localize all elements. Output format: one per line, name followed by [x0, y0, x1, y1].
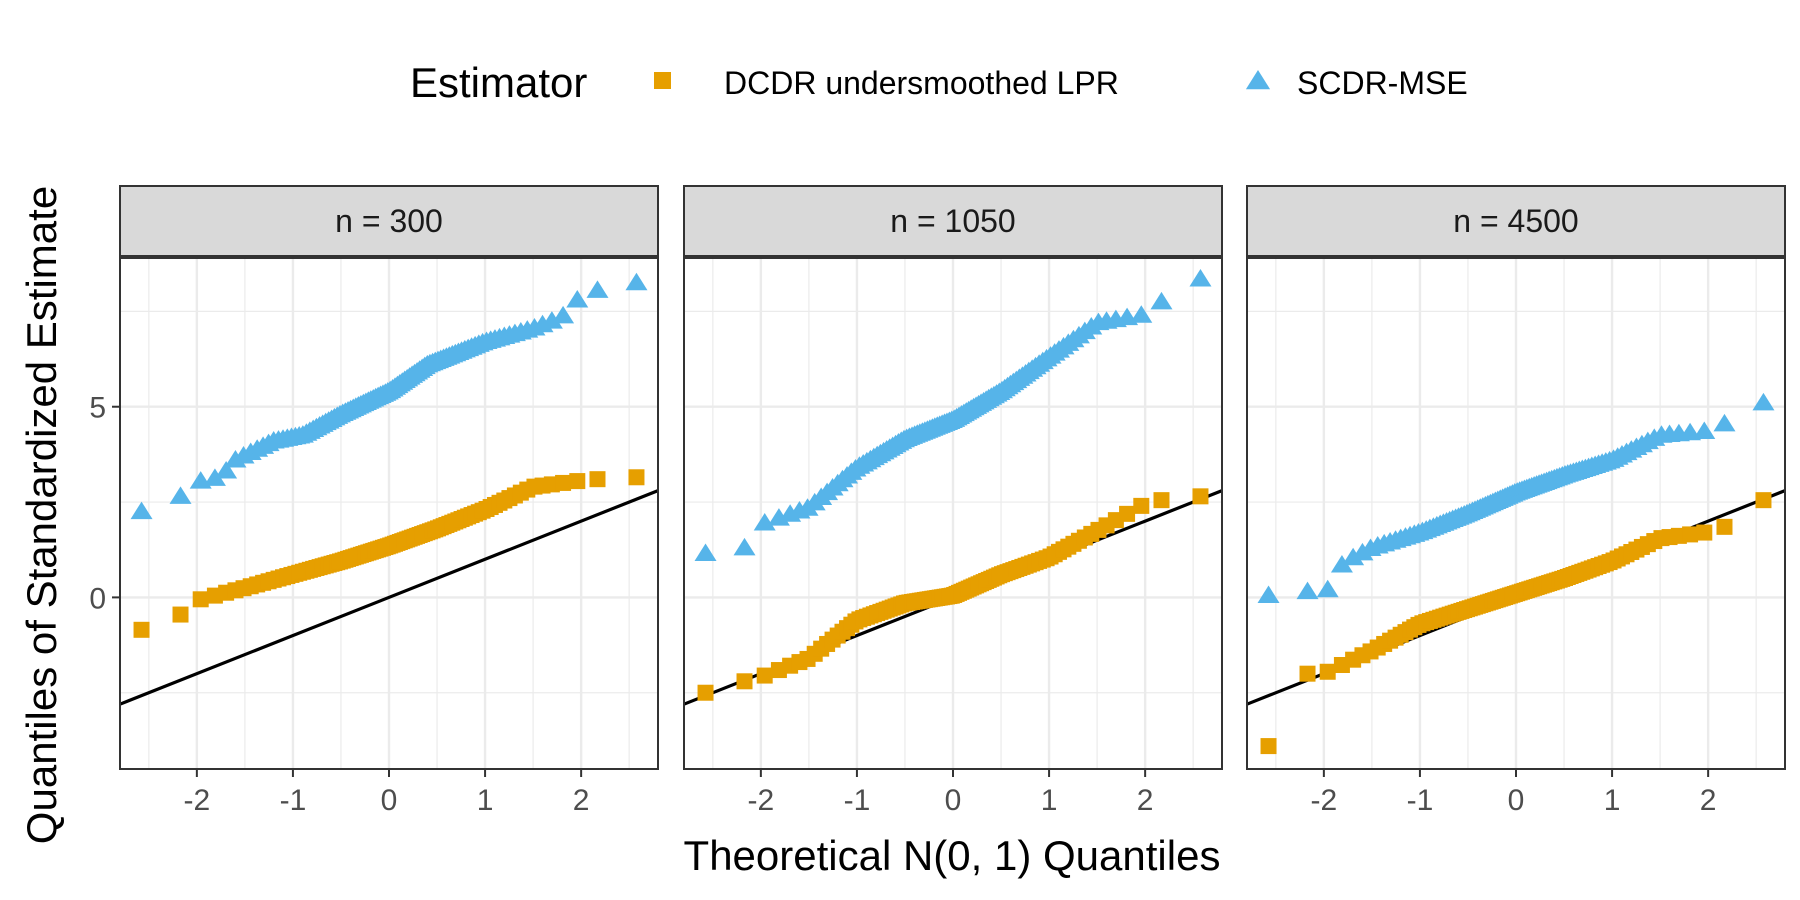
point-dcdr [1119, 505, 1136, 522]
point-scdr [1693, 421, 1716, 440]
point-dcdr [736, 673, 753, 690]
facet-strip [683, 185, 1223, 257]
x-tick-label: -2 [184, 784, 211, 817]
x-tick-label: 0 [381, 784, 398, 817]
point-scdr [169, 486, 192, 504]
point-scdr [1342, 547, 1365, 566]
x-tick-label: 0 [1508, 784, 1525, 817]
point-scdr [1713, 413, 1736, 432]
legend-label-scdr: SCDR-MSE [1297, 65, 1468, 101]
point-scdr [130, 501, 153, 520]
point-scdr [540, 311, 563, 329]
x-tick-label: 1 [477, 784, 494, 817]
point-scdr [1316, 579, 1339, 598]
point-dcdr [569, 473, 586, 490]
facet-panel: n = 300 -2 -1 0 1 2 0 5 [89, 185, 659, 817]
legend-key-dcdr-square [654, 72, 671, 89]
point-scdr [733, 537, 756, 556]
point-dcdr [1192, 488, 1209, 505]
point-dcdr [133, 621, 150, 638]
x-tick-label: 2 [1137, 784, 1154, 817]
point-dcdr [1260, 738, 1277, 755]
reference-line [120, 489, 658, 706]
point-scdr [215, 461, 238, 479]
point-scdr [552, 305, 575, 324]
facet-panels: n = 300 -2 -1 0 1 2 0 5 n = 1050 -2 -1 0 1 2 n = 4500 -… [89, 185, 1786, 817]
point-scdr [566, 289, 589, 308]
panel-plot-area [684, 258, 1222, 769]
point-dcdr [555, 474, 572, 491]
point-scdr [203, 468, 226, 486]
x-tick-label: -1 [844, 784, 871, 817]
point-scdr [1257, 585, 1280, 603]
panel-plot-area [1247, 258, 1785, 769]
point-dcdr [1153, 492, 1170, 509]
x-tick-label: -2 [748, 784, 775, 817]
facet-strip-label: n = 300 [335, 203, 443, 239]
legend-label-dcdr: DCDR undersmoothed LPR [724, 65, 1119, 101]
point-scdr [1150, 291, 1173, 310]
point-scdr [694, 543, 717, 562]
x-tick-label: 1 [1041, 784, 1058, 817]
x-tick-label: -1 [280, 784, 307, 817]
point-dcdr [192, 591, 209, 608]
facet-strip [1246, 185, 1786, 257]
point-scdr [1330, 555, 1353, 573]
x-tick-label: 2 [1700, 784, 1717, 817]
x-tick-label: 1 [1604, 784, 1621, 817]
panel-plot-area [120, 258, 658, 769]
point-dcdr [172, 606, 189, 623]
point-dcdr [589, 471, 606, 488]
point-dcdr [1319, 663, 1336, 680]
point-scdr [1189, 268, 1212, 287]
legend-title: Estimator [410, 59, 587, 106]
point-dcdr [1299, 665, 1316, 682]
facet-strip-label: n = 1050 [890, 203, 1015, 239]
x-tick-label: -2 [1311, 784, 1338, 817]
point-scdr [586, 280, 609, 298]
facet-panel: n = 4500 -2 -1 0 1 2 [1246, 185, 1786, 817]
point-scdr [753, 513, 776, 531]
point-dcdr [1133, 497, 1150, 514]
point-dcdr [1716, 518, 1733, 535]
point-scdr [1130, 305, 1153, 323]
point-dcdr [1755, 492, 1772, 509]
legend: Estimator DCDR undersmoothed LPR SCDR-MS… [410, 59, 1468, 106]
point-dcdr [1696, 524, 1713, 541]
point-dcdr [628, 469, 645, 486]
x-axis-title: Theoretical N(0, 1) Quantiles [684, 832, 1221, 879]
point-dcdr [697, 684, 714, 701]
x-tick-label: 2 [573, 784, 590, 817]
y-axis-title: Quantiles of Standardized Estimate [18, 186, 65, 844]
x-tick-label: 0 [945, 784, 962, 817]
legend-key-scdr-triangle [1245, 70, 1271, 90]
point-scdr [625, 272, 648, 291]
point-dcdr [1682, 526, 1699, 543]
facet-panel: n = 1050 -2 -1 0 1 2 [683, 185, 1223, 817]
point-scdr [1296, 581, 1319, 600]
point-scdr [1752, 392, 1775, 411]
y-tick-label: 5 [89, 392, 106, 425]
x-tick-label: -1 [1407, 784, 1434, 817]
facet-strip-label: n = 4500 [1453, 203, 1578, 239]
y-tick-label: 0 [89, 582, 106, 615]
facet-strip [119, 185, 659, 257]
point-dcdr [756, 667, 773, 684]
